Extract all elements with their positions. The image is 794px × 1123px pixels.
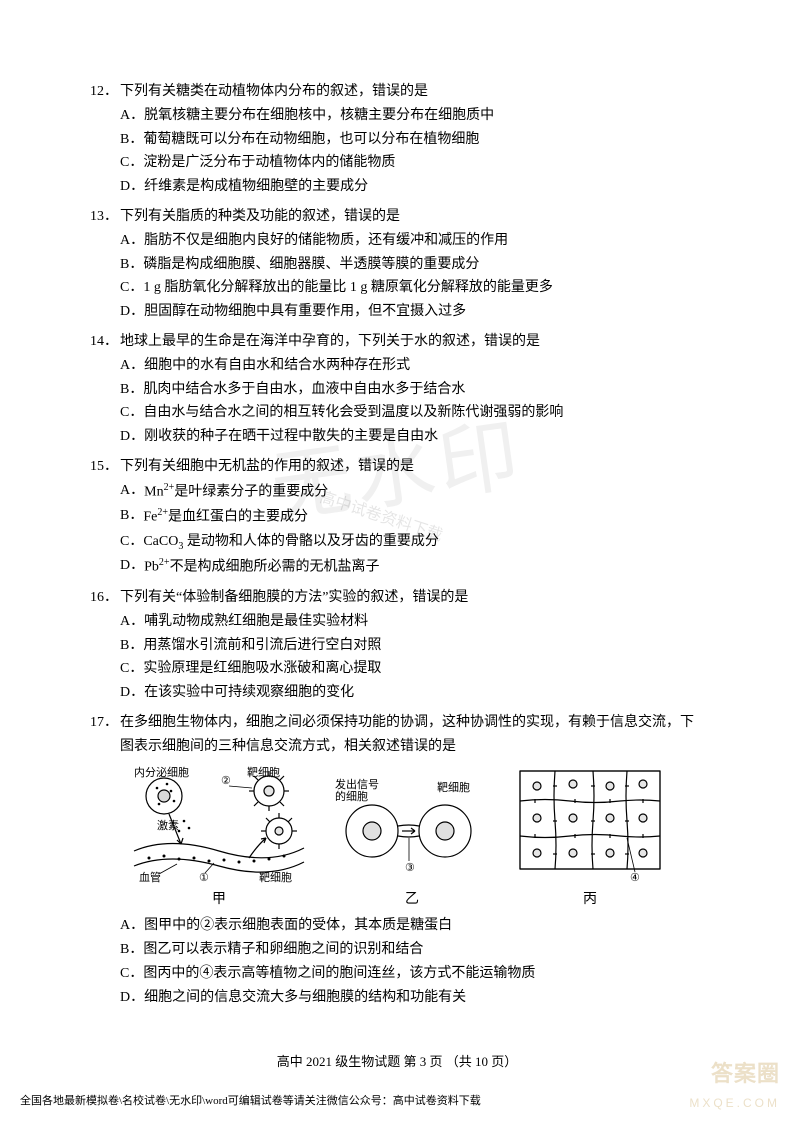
question-list: 12． 下列有关糖类在动植物体内分布的叙述，错误的是 A．脱氧核糖主要分布在细胞… — [90, 80, 704, 1009]
label-target-yi: 靶细胞 — [437, 781, 470, 794]
question-stem: 在多细胞生物体内，细胞之间必须保持功能的协调，这种协调性的实现，有赖于信息交流，… — [120, 711, 704, 759]
question-14: 14． 地球上最早的生命是在海洋中孕育的，下列关于水的叙述，错误的是 A．细胞中… — [90, 330, 704, 449]
label-mark2: ② — [221, 775, 231, 787]
option-text: 淀粉是广泛分布于动植物体内的储能物质 — [143, 151, 704, 175]
option-text: 实验原理是红细胞吸水涨破和离心提取 — [143, 657, 704, 681]
question-stem: 下列有关“体验制备细胞膜的方法”实验的叙述，错误的是 — [120, 586, 704, 610]
option-text: 葡萄糖既可以分布在动物细胞，也可以分布在植物细胞 — [143, 128, 704, 152]
diagram-jia: 内分泌细胞 ② 靶细胞 激素 血管 ① 靶细胞 — [129, 766, 309, 886]
option-text: 肌肉中结合水多于自由水，血液中自由水多于结合水 — [143, 378, 704, 402]
option-text: 图甲中的②表示细胞表面的受体，其本质是糖蛋白 — [144, 914, 704, 938]
question-number: 13． — [90, 205, 120, 229]
option-label: B． — [120, 378, 143, 402]
option-label: C． — [120, 530, 143, 554]
label-signal-cell: 发出信号 的细胞 — [335, 777, 382, 803]
label-target: 靶细胞 — [247, 766, 280, 779]
label-hormone: 激素 — [157, 818, 179, 832]
option-label: B． — [120, 128, 143, 152]
panel-label-yi: 乙 — [405, 888, 419, 912]
option-label: A． — [120, 479, 144, 503]
option-label: B． — [120, 634, 143, 658]
option-label: D． — [120, 175, 144, 199]
question-number: 14． — [90, 330, 120, 354]
option-label: B． — [120, 938, 143, 962]
option-text: 脱氧核糖主要分布在细胞核中，核糖主要分布在细胞质中 — [144, 104, 704, 128]
question-15: 15． 下列有关细胞中无机盐的作用的叙述，错误的是 A．Mn2+是叶绿素分子的重… — [90, 455, 704, 580]
diagram-bing: ④ — [515, 766, 665, 886]
option-text: 1 g 脂肪氧化分解释放出的能量比 1 g 糖原氧化分解释放的能量更多 — [143, 276, 704, 300]
question-stem: 下列有关糖类在动植物体内分布的叙述，错误的是 — [120, 80, 704, 104]
option-label: D． — [120, 554, 144, 578]
figure-panel-bing: ④ 丙 — [515, 766, 665, 912]
question-number: 16． — [90, 586, 120, 610]
question-stem: 下列有关细胞中无机盐的作用的叙述，错误的是 — [120, 455, 704, 479]
question-stem: 下列有关脂质的种类及功能的叙述，错误的是 — [120, 205, 704, 229]
option-label: C． — [120, 151, 143, 175]
question-16: 16． 下列有关“体验制备细胞膜的方法”实验的叙述，错误的是 A．哺乳动物成熟红… — [90, 586, 704, 705]
panel-label-jia: 甲 — [212, 888, 226, 912]
option-label: D． — [120, 681, 144, 705]
label-target2: 靶细胞 — [259, 871, 292, 884]
option-label: A． — [120, 610, 144, 634]
corner-watermark: 答案圈 MXQE.COM — [689, 1055, 780, 1113]
option-label: D． — [120, 300, 144, 324]
question-number: 17． — [90, 711, 120, 735]
footer-note: 全国各地最新模拟卷\名校试卷\无水印\word可编辑试卷等请关注微信公众号：高中… — [20, 1092, 481, 1111]
option-text: Mn2+是叶绿素分子的重要成分 — [144, 479, 704, 504]
option-text: 图乙可以表示精子和卵细胞之间的识别和结合 — [143, 938, 704, 962]
label-mark3: ③ — [405, 862, 415, 874]
option-text: 胆固醇在动物细胞中具有重要作用，但不宜摄入过多 — [144, 300, 704, 324]
option-label: D． — [120, 425, 144, 449]
option-text: 纤维素是构成植物细胞壁的主要成分 — [144, 175, 704, 199]
question-number: 12． — [90, 80, 120, 104]
option-label: C． — [120, 657, 143, 681]
figure-panel-jia: 内分泌细胞 ② 靶细胞 激素 血管 ① 靶细胞 甲 — [129, 766, 309, 912]
option-text: 细胞之间的信息交流大多与细胞膜的结构和功能有关 — [144, 986, 704, 1010]
footer-page-number: 高中 2021 级生物试题 第 3 页 （共 10 页） — [0, 1051, 794, 1073]
option-text: 刚收获的种子在晒干过程中散失的主要是自由水 — [144, 425, 704, 449]
option-label: B． — [120, 504, 143, 528]
option-text: 在该实验中可持续观察细胞的变化 — [144, 681, 704, 705]
figure-row: 内分泌细胞 ② 靶细胞 激素 血管 ① 靶细胞 甲 — [90, 758, 704, 914]
label-vessel: 血管 — [139, 870, 161, 884]
option-text: 自由水与结合水之间的相互转化会受到温度以及新陈代谢强弱的影响 — [143, 401, 704, 425]
option-text: 用蒸馏水引流前和引流后进行空白对照 — [143, 634, 704, 658]
option-label: D． — [120, 986, 144, 1010]
option-text: Pb2+不是构成细胞所必需的无机盐离子 — [144, 554, 704, 579]
label-endocrine: 内分泌细胞 — [134, 766, 189, 779]
label-mark1: ① — [199, 872, 209, 884]
question-12: 12． 下列有关糖类在动植物体内分布的叙述，错误的是 A．脱氧核糖主要分布在细胞… — [90, 80, 704, 199]
option-label: A． — [120, 229, 144, 253]
option-text: 哺乳动物成熟红细胞是最佳实验材料 — [144, 610, 704, 634]
option-text: 脂肪不仅是细胞内良好的储能物质，还有缓冲和减压的作用 — [144, 229, 704, 253]
option-text: 细胞中的水有自由水和结合水两种存在形式 — [144, 354, 704, 378]
option-label: A． — [120, 914, 144, 938]
option-text: 磷脂是构成细胞膜、细胞器膜、半透膜等膜的重要成分 — [143, 253, 704, 277]
panel-label-bing: 丙 — [583, 888, 597, 912]
option-label: A． — [120, 354, 144, 378]
option-label: A． — [120, 104, 144, 128]
diagram-yi: 发出信号 的细胞 靶细胞 ③ — [327, 776, 497, 886]
question-number: 15． — [90, 455, 120, 479]
corner-watermark-line2: MXQE.COM — [689, 1093, 780, 1113]
option-label: C． — [120, 276, 143, 300]
question-17: 17． 在多细胞生物体内，细胞之间必须保持功能的协调，这种协调性的实现，有赖于信… — [90, 711, 704, 1010]
option-label: B． — [120, 253, 143, 277]
label-mark4: ④ — [630, 872, 640, 884]
question-stem: 地球上最早的生命是在海洋中孕育的，下列关于水的叙述，错误的是 — [120, 330, 704, 354]
option-label: C． — [120, 962, 143, 986]
option-text: CaCO3 是动物和人体的骨骼以及牙齿的重要成分 — [143, 530, 704, 555]
question-13: 13． 下列有关脂质的种类及功能的叙述，错误的是 A．脂肪不仅是细胞内良好的储能… — [90, 205, 704, 324]
option-text: 图丙中的④表示高等植物之间的胞间连丝，该方式不能运输物质 — [143, 962, 704, 986]
corner-watermark-line1: 答案圈 — [689, 1055, 780, 1092]
option-label: C． — [120, 401, 143, 425]
figure-panel-yi: 发出信号 的细胞 靶细胞 ③ 乙 — [327, 776, 497, 912]
option-text: Fe2+是血红蛋白的主要成分 — [143, 504, 704, 529]
